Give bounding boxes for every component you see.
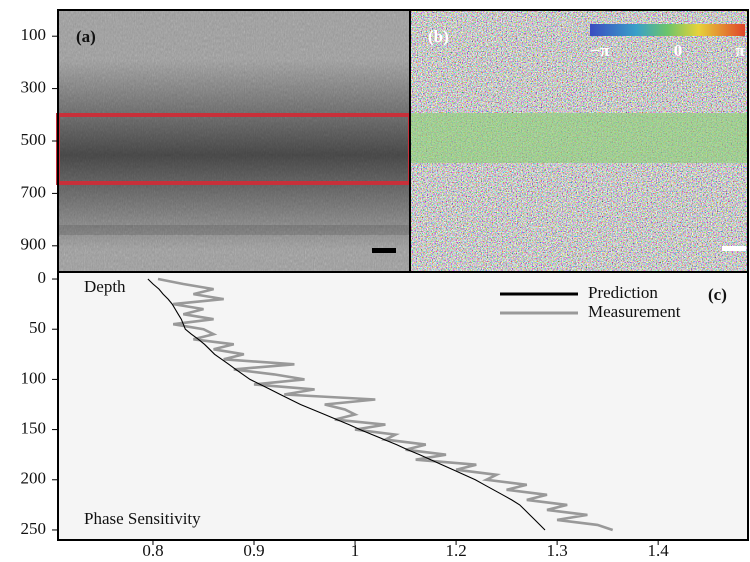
panel-c: Depth Phase Sensitivity (c) (57, 271, 749, 541)
y-tick-label: 0 (38, 268, 47, 287)
panel-label: (c) (708, 285, 727, 304)
colorbar (590, 24, 745, 36)
colorbar-label: 0 (674, 41, 683, 60)
y-tick-label: 300 (21, 78, 47, 97)
y-tick-label: 200 (21, 469, 47, 488)
legend-label: Measurement (588, 302, 681, 321)
panel-label: (a) (76, 27, 96, 46)
x-tick-label: 1.2 (445, 541, 466, 560)
plot-area (57, 271, 749, 541)
y-tick-label: 500 (21, 130, 47, 149)
legend-label: Prediction (588, 283, 658, 302)
stripe (58, 225, 410, 235)
dark-band (58, 60, 410, 250)
colorbar-label: π (735, 41, 745, 60)
series-line (157, 277, 614, 532)
panel-label: (b) (428, 27, 449, 46)
phase-band (410, 113, 748, 163)
scale-bar (722, 246, 746, 251)
y-tick-label: 250 (21, 519, 47, 538)
series-line (147, 278, 546, 531)
y-tick-label: 100 (21, 368, 47, 387)
x-tick-label: 0.9 (243, 541, 264, 560)
x-axis-label: Phase Sensitivity (84, 509, 201, 528)
panel-a: (a) (56, 10, 412, 272)
x-tick-label: 1.3 (546, 541, 567, 560)
frame (57, 9, 749, 541)
x-tick-label: 0.8 (142, 541, 163, 560)
scale-bar (372, 248, 396, 253)
y-tick-label: 100 (21, 25, 47, 44)
y-tick-label: 150 (21, 418, 47, 437)
colorbar-label: −π (590, 41, 610, 60)
y-tick-label: 900 (21, 235, 47, 254)
y-axis-label: Depth (84, 277, 126, 296)
y-tick-label: 50 (29, 318, 46, 337)
x-tick-label: 1.4 (648, 541, 670, 560)
x-tick-label: 1 (351, 541, 360, 560)
panel-b: (b) (410, 10, 748, 272)
y-tick-label: 700 (21, 182, 47, 201)
